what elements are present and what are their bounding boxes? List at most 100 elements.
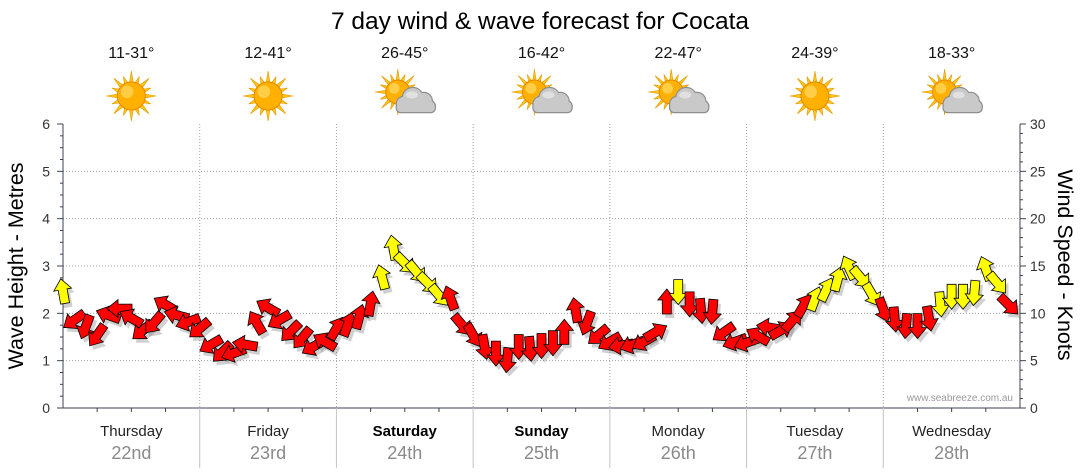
day-forecast: 12-41° xyxy=(243,45,294,122)
temperature-range: 18-33° xyxy=(928,45,975,62)
wind-arrow xyxy=(247,310,268,336)
cloud-highlight xyxy=(542,91,555,99)
sun-highlight xyxy=(804,85,818,99)
sun-ray xyxy=(648,89,661,95)
day-date: 25th xyxy=(524,443,559,463)
wind-arrow xyxy=(175,313,202,332)
partly-cloudy-icon xyxy=(511,68,573,116)
day-labels: Thursday 22nd Friday 23rd Saturday 24th Sunday… xyxy=(100,423,992,463)
left-axis-ticks: 0 1 2 3 4 5 6 xyxy=(42,116,63,416)
wind-arrow xyxy=(145,310,166,334)
temperature-range: 16-42° xyxy=(518,45,565,62)
day-name: Wednesday xyxy=(912,423,991,440)
wind-arrow xyxy=(372,264,392,291)
wind-arrow xyxy=(816,277,836,304)
wind-arrow xyxy=(828,266,848,293)
watermark: www.seabreeze.com.au xyxy=(906,393,1013,404)
day-forecast: 11-31° xyxy=(106,45,157,122)
sun-ray xyxy=(374,89,388,95)
sun-ray xyxy=(265,108,271,122)
day-name: Thursday xyxy=(100,423,163,440)
partly-cloudy-icon xyxy=(921,68,983,116)
right-axis-ticks: 0 5 10 15 20 25 30 xyxy=(1020,116,1046,416)
sun-icon xyxy=(106,70,157,122)
wind-arrows xyxy=(53,234,1019,374)
sun-ray xyxy=(812,70,818,84)
day-forecast: 24-39° xyxy=(789,45,840,122)
temperature-range: 22-47° xyxy=(655,45,702,62)
sun-ray xyxy=(789,93,803,99)
wind-arrow xyxy=(199,334,225,354)
wind-arrow xyxy=(848,264,870,288)
sun-highlight xyxy=(257,85,271,99)
sun-ray xyxy=(511,89,524,95)
wind-arrow xyxy=(554,318,575,345)
wind-arrow xyxy=(361,290,381,317)
sun-ray xyxy=(669,68,674,82)
wind-arrow xyxy=(642,322,668,343)
day-forecast: 18-33° xyxy=(921,45,983,116)
day-name: Monday xyxy=(652,423,706,440)
left-tick-label: 4 xyxy=(42,211,50,227)
sun-ray xyxy=(812,108,818,122)
day-name: Friday xyxy=(247,423,289,440)
left-tick-label: 3 xyxy=(42,258,50,274)
temperature-range: 26-45° xyxy=(381,45,428,62)
sun-ray xyxy=(128,70,134,84)
temperature-range: 24-39° xyxy=(791,45,838,62)
sun-ray xyxy=(280,93,294,99)
wind-arrow xyxy=(88,322,109,347)
day-name: Sunday xyxy=(514,423,569,440)
day-forecast: 22-47° xyxy=(648,45,710,116)
day-date: 24th xyxy=(387,443,422,463)
sun-ray xyxy=(532,68,537,82)
left-tick-label: 2 xyxy=(42,305,50,321)
chart-title: 7 day wind & wave forecast for Cocata xyxy=(331,8,749,35)
sun-ray xyxy=(128,108,134,122)
wind-arrow xyxy=(919,305,939,332)
day-forecast: 16-42° xyxy=(511,45,573,116)
right-tick-label: 0 xyxy=(1030,400,1038,416)
day-date: 28th xyxy=(934,443,969,463)
wind-arrow xyxy=(440,285,460,312)
wind-arrow xyxy=(231,334,259,355)
sun-highlight xyxy=(120,85,134,99)
daily-forecast-row: 11-31° 12-41° 26-45° 16-42° 22-47° 24-39° 18-3… xyxy=(106,45,983,122)
sun-icon xyxy=(789,70,840,122)
wind-arrow-layer xyxy=(53,234,1021,377)
wind-arrow xyxy=(256,298,282,319)
cloud-base xyxy=(943,103,982,112)
wind-arrow xyxy=(313,332,339,353)
day-name: Saturday xyxy=(373,423,438,440)
temperature-range: 12-41° xyxy=(244,45,291,62)
right-tick-label: 15 xyxy=(1030,258,1046,274)
left-tick-label: 5 xyxy=(42,163,50,179)
wind-arrow xyxy=(702,298,723,325)
sun-ray xyxy=(942,68,947,82)
sun-ray xyxy=(827,93,840,99)
wind-arrow xyxy=(964,279,985,307)
cloud-highlight xyxy=(679,91,692,99)
sun-ray xyxy=(143,93,157,99)
sun-highlight xyxy=(662,83,674,94)
right-tick-label: 20 xyxy=(1030,211,1046,227)
sun-ray xyxy=(921,89,935,95)
cloud-base xyxy=(533,103,572,112)
wind-arrow xyxy=(565,297,586,324)
day-forecast: 26-45° xyxy=(374,45,436,116)
day-date: 22nd xyxy=(111,443,151,463)
sun-ray xyxy=(106,93,119,99)
left-tick-label: 0 xyxy=(42,400,50,416)
left-tick-label: 6 xyxy=(42,116,50,132)
wind-arrow xyxy=(462,321,483,347)
temperature-range: 11-31° xyxy=(108,45,154,62)
sun-highlight xyxy=(388,83,400,94)
wind-arrow xyxy=(907,313,928,340)
right-tick-label: 10 xyxy=(1030,305,1046,321)
cloud-highlight xyxy=(405,91,418,99)
wind-arrow xyxy=(497,346,517,374)
day-date: 27th xyxy=(797,443,832,463)
day-date: 23rd xyxy=(250,443,286,463)
sun-highlight xyxy=(525,83,537,94)
